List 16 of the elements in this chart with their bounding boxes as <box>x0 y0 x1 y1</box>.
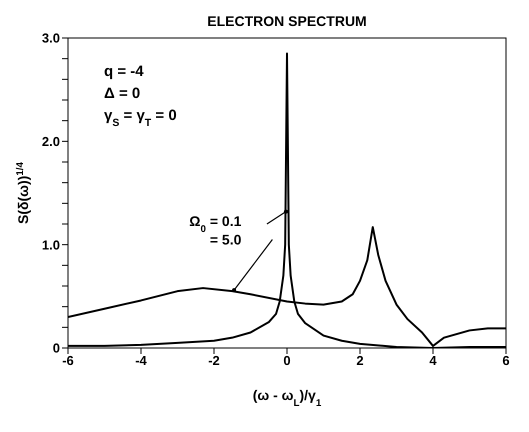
x-tick-label: 4 <box>429 353 438 368</box>
x-axis-title: (ω - ω$_{L}$)/γ$_{1}$ <box>252 387 322 408</box>
annotation: Δ = 0 <box>104 85 140 102</box>
x-tick-label: -2 <box>208 353 220 368</box>
y-tick-label: 1.0 <box>42 237 60 252</box>
y-tick-label: 2.0 <box>42 134 60 149</box>
chart-title: ELECTRON SPECTRUM <box>207 13 367 29</box>
x-tick-label: 6 <box>502 353 510 368</box>
x-tick-label: 2 <box>356 353 364 368</box>
x-tick-label: 0 <box>283 353 291 368</box>
y-tick-label: 0 <box>52 340 60 356</box>
annotation: γ$_{S}$ = γ$_{T}$ = 0 <box>104 107 177 129</box>
annotation: q = -4 <box>104 63 144 80</box>
x-tick-label: -4 <box>135 353 148 368</box>
x-tick-label: -6 <box>62 353 74 368</box>
y-tick-label: 3.0 <box>42 30 60 46</box>
